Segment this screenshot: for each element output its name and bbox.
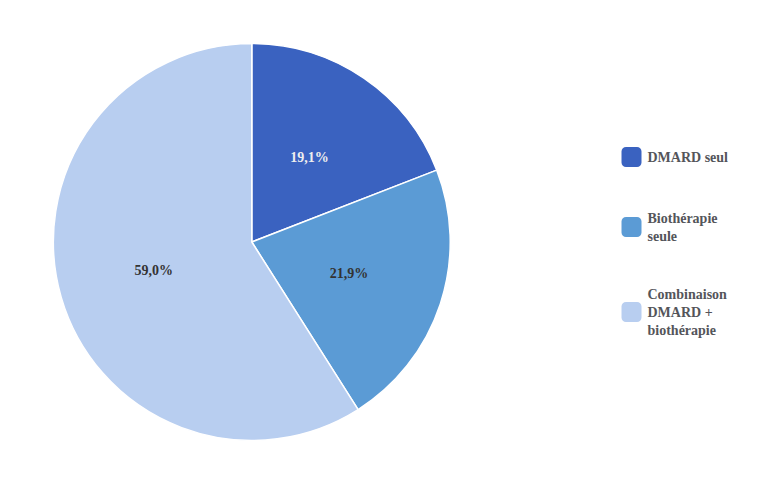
svg-text:DMARD +: DMARD + [648,305,713,320]
svg-text:Biothérapie: Biothérapie [648,211,718,226]
svg-text:biothérapie: biothérapie [648,323,716,338]
svg-text:Combinaison: Combinaison [648,287,728,302]
svg-text:59,0%: 59,0% [134,263,173,278]
svg-text:seule: seule [648,229,678,244]
svg-text:19,1%: 19,1% [290,150,329,165]
svg-text:21,9%: 21,9% [330,266,369,281]
svg-text:DMARD seul: DMARD seul [648,150,729,165]
